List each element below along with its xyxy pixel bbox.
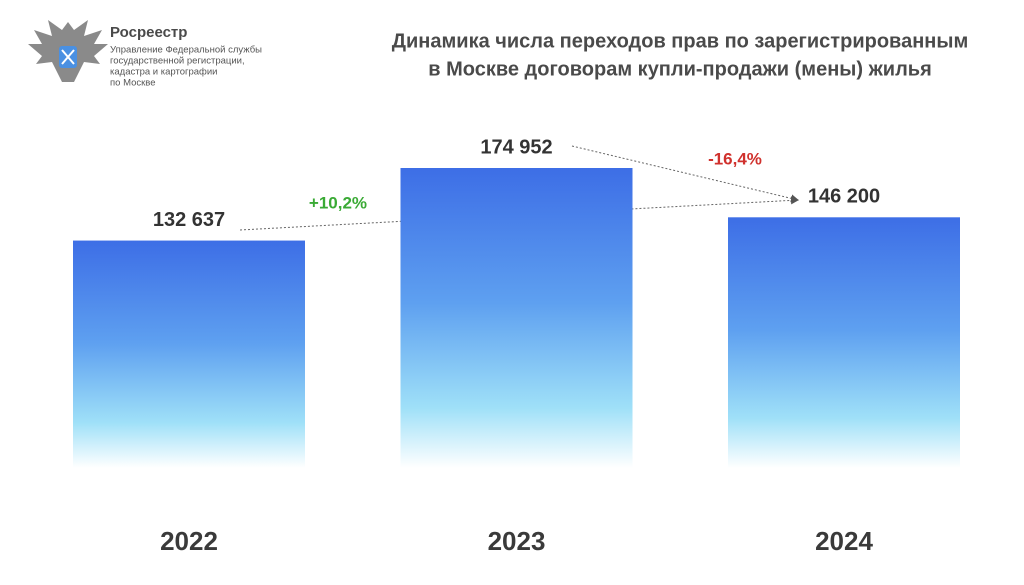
x-tick-label: 2023 xyxy=(488,526,546,556)
chart-title: Динамика числа переходов прав по зарегис… xyxy=(392,30,969,52)
value-label: 146 200 xyxy=(808,186,880,208)
change-annotation: +10,2% xyxy=(309,193,367,212)
org-line: кадастра и картографии xyxy=(110,67,217,78)
x-tick-label: 2024 xyxy=(815,526,873,556)
org-line: Управление Федеральной службы xyxy=(110,45,262,56)
value-label: 174 952 xyxy=(480,136,552,158)
x-tick-label: 2022 xyxy=(160,526,218,556)
trend-arrow xyxy=(571,145,799,203)
value-label: 132 637 xyxy=(153,209,225,231)
bar xyxy=(73,240,305,468)
org-line: по Москве xyxy=(110,78,156,89)
change-annotation: -16,4% xyxy=(708,149,762,168)
emblem xyxy=(28,20,108,82)
trend-arrow xyxy=(239,196,799,231)
bar xyxy=(728,217,960,468)
chart-title: в Москве договорам купли-продажи (мены) … xyxy=(428,58,932,80)
brand: Росреестр xyxy=(110,24,187,41)
org-line: государственной регистрации, xyxy=(110,56,245,67)
bar xyxy=(400,168,633,468)
